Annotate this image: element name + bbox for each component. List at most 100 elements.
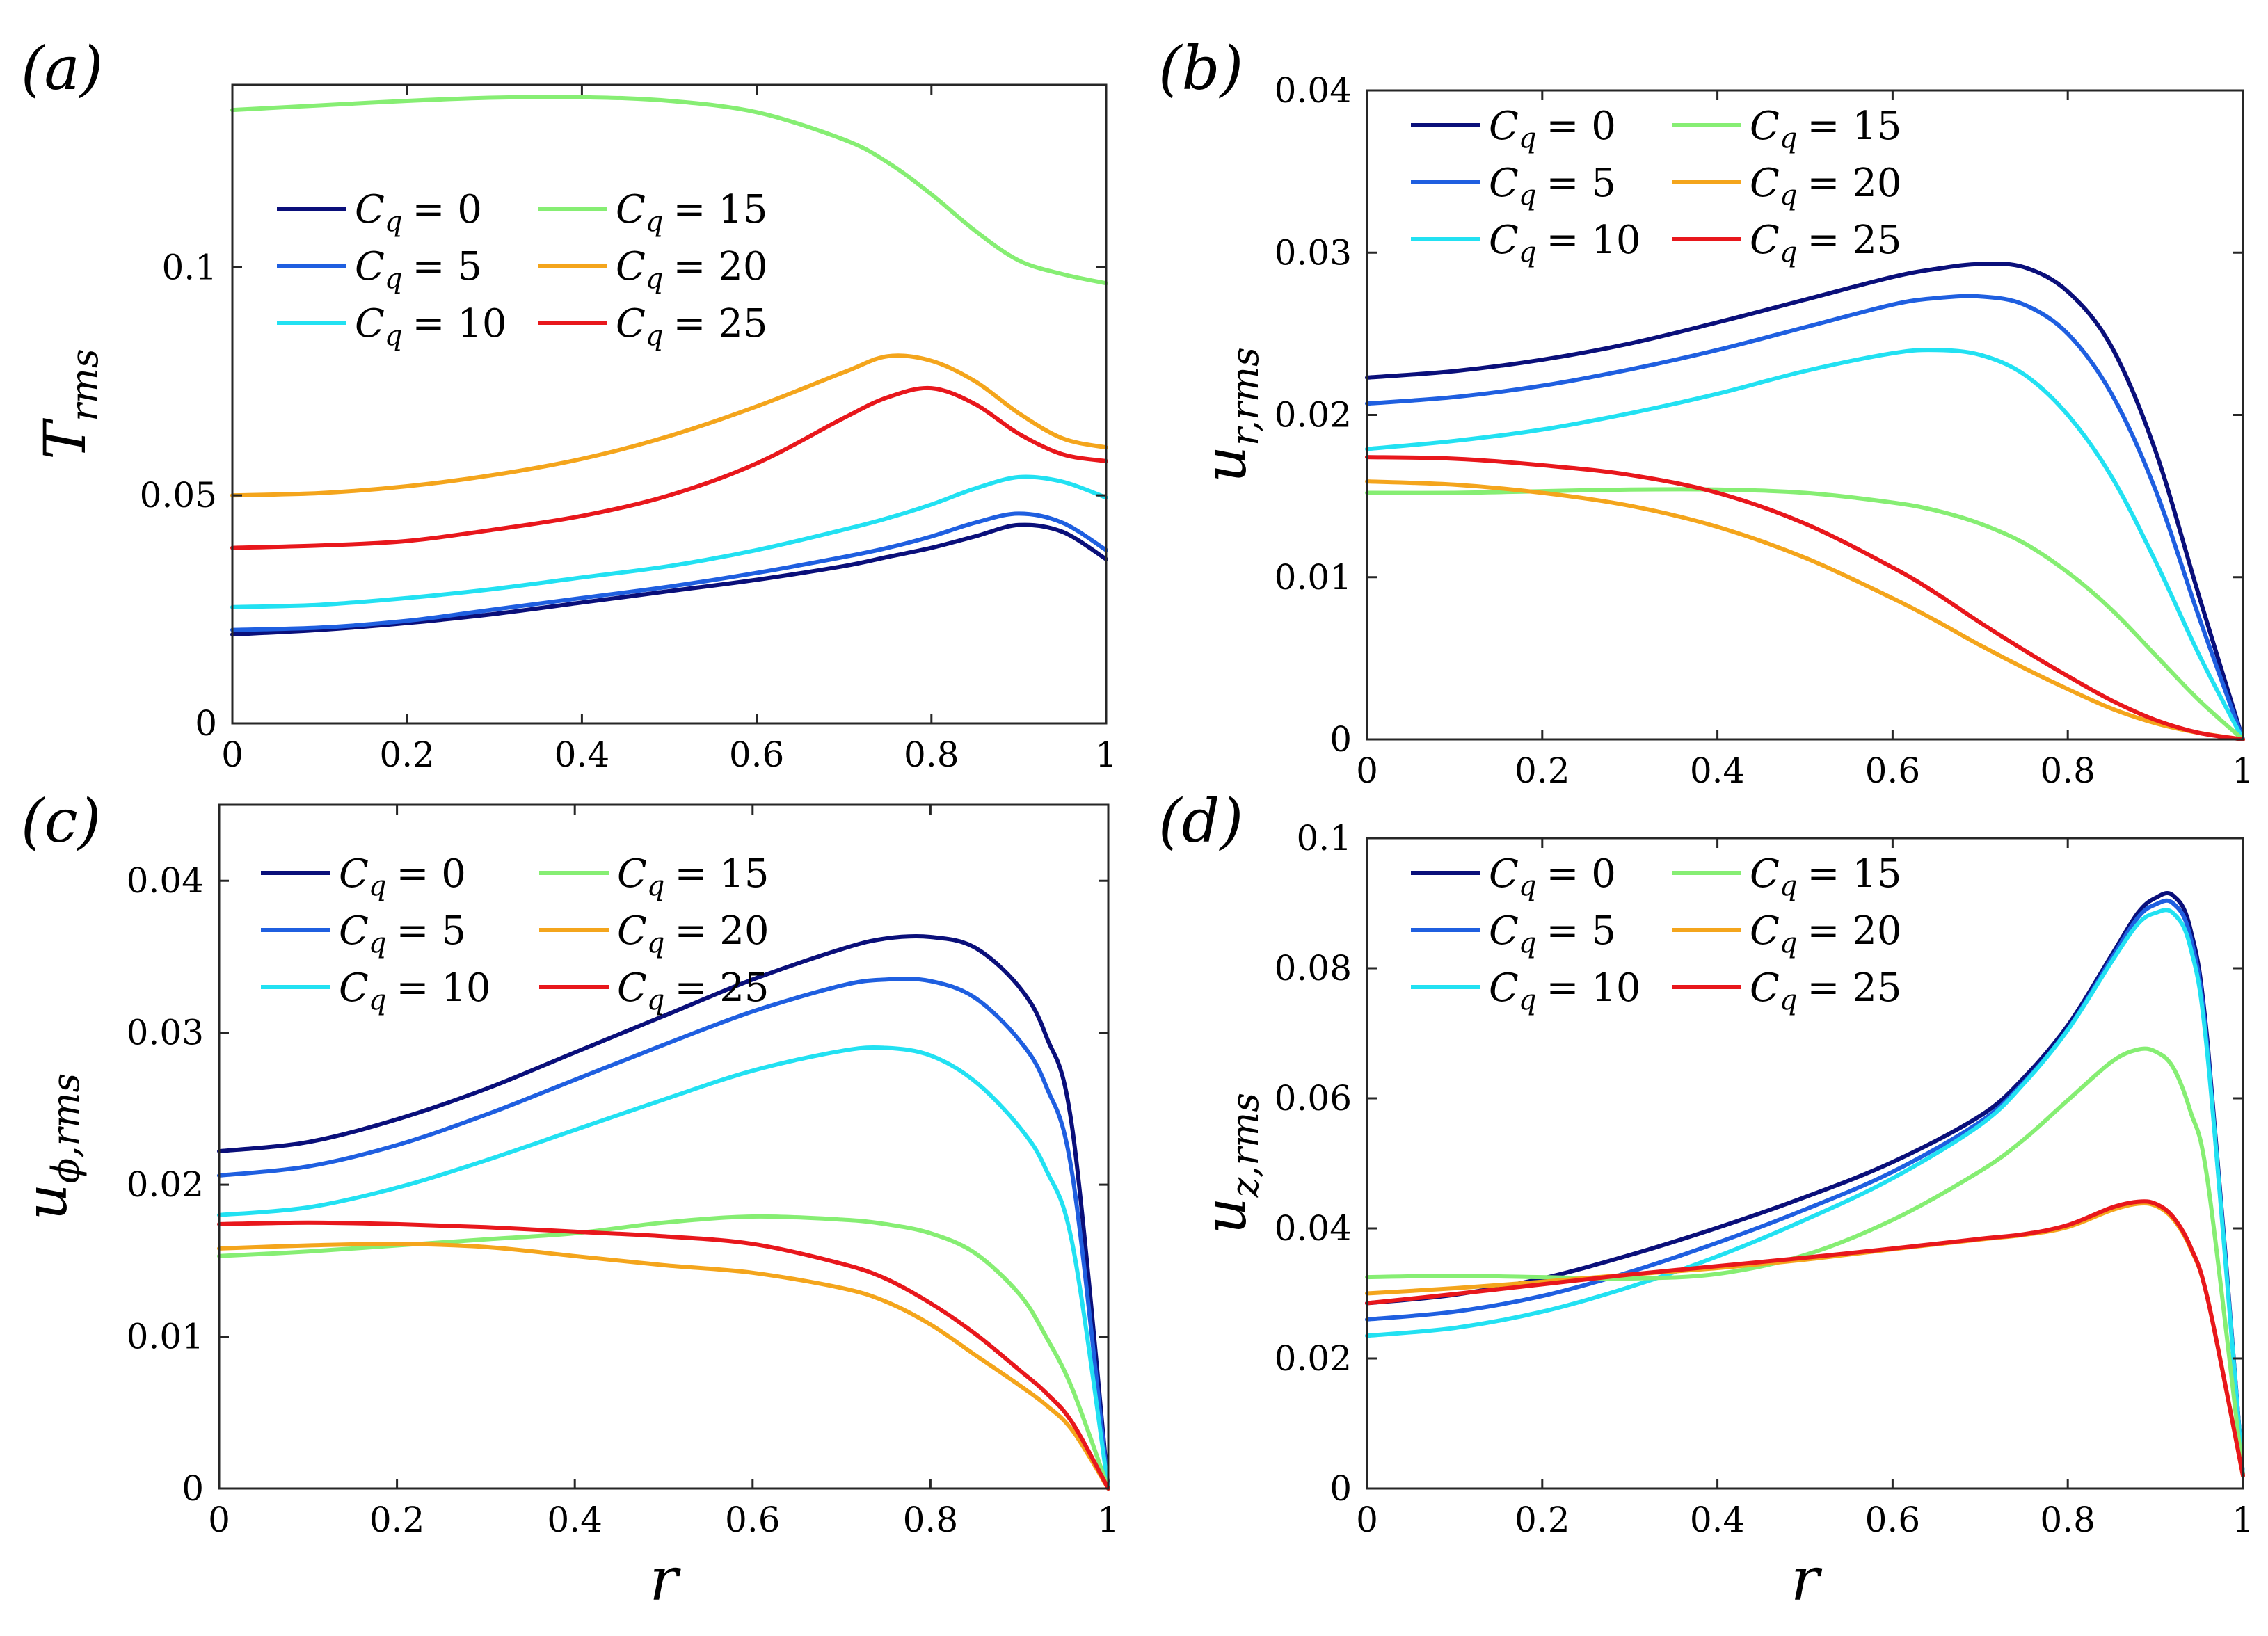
x-axis-label: r bbox=[1791, 1545, 1823, 1614]
y-tick-label: 0.02 bbox=[127, 1164, 204, 1205]
series-line-d-4 bbox=[1365, 1201, 2245, 1478]
series-line-d-5 bbox=[1365, 1199, 2245, 1478]
legend-entry: Cq = 0 bbox=[1489, 851, 1616, 902]
legend-entry: Cq = 5 bbox=[1489, 908, 1616, 959]
x-tick-label: 0.2 bbox=[1515, 751, 1570, 791]
series-line-a-3 bbox=[230, 95, 1108, 286]
legend-entry: Cq = 5 bbox=[1489, 161, 1616, 211]
x-tick-label: 0.2 bbox=[369, 1500, 425, 1540]
legend-entry: Cq = 5 bbox=[355, 244, 482, 295]
y-tick-label: 0.02 bbox=[1275, 395, 1352, 435]
legend-entry: Cq = 15 bbox=[616, 187, 767, 238]
series-line-c-0 bbox=[217, 933, 1110, 1491]
axes-frame bbox=[1366, 837, 2244, 1490]
series-line-b-4 bbox=[1365, 479, 2245, 741]
series-line-a-4 bbox=[230, 353, 1108, 498]
legend-entry: Cq = 10 bbox=[1489, 218, 1640, 268]
series-line-a-2 bbox=[230, 474, 1108, 609]
panel-label: (b) bbox=[1158, 34, 1243, 104]
series-line-c-4 bbox=[217, 1242, 1110, 1491]
legend-entry: Cq = 25 bbox=[616, 301, 767, 352]
x-tick-label: 0.2 bbox=[379, 735, 435, 775]
y-tick-label: 0.04 bbox=[1275, 1208, 1352, 1249]
y-tick-label: 0 bbox=[182, 1468, 204, 1509]
series-line-b-0 bbox=[1365, 262, 2245, 741]
y-tick-label: 0.03 bbox=[127, 1013, 204, 1053]
y-tick-label: 0.01 bbox=[127, 1317, 204, 1357]
y-tick-label: 0 bbox=[195, 703, 217, 744]
y-tick-label: 0.02 bbox=[1275, 1338, 1352, 1379]
series-line-b-5 bbox=[1365, 455, 2245, 741]
x-tick-label: 0.4 bbox=[1690, 751, 1746, 791]
y-axis-label: uz,rms bbox=[1193, 1093, 1267, 1234]
panel-label: (d) bbox=[1158, 787, 1243, 856]
y-axis-label: uϕ,rms bbox=[14, 1073, 88, 1221]
x-tick-label: 0 bbox=[1356, 751, 1378, 791]
y-tick-label: 0.04 bbox=[127, 860, 204, 901]
x-tick-label: 1 bbox=[2232, 751, 2254, 791]
y-tick-label: 0.08 bbox=[1275, 948, 1352, 988]
x-tick-label: 0 bbox=[1356, 1500, 1378, 1540]
x-tick-label: 0.2 bbox=[1515, 1500, 1570, 1540]
y-tick-label: 0.1 bbox=[1296, 818, 1352, 858]
y-tick-label: 0.1 bbox=[161, 247, 217, 287]
panel-d: 0 0.2 0.4 0.6 0.8 1 0 0.02 0.04 0.06 0.08 0.1 (d) uz,… bbox=[1158, 787, 2254, 1614]
x-tick-label: 0.8 bbox=[904, 735, 959, 775]
series-line-a-5 bbox=[230, 385, 1108, 550]
y-tick-label: 0 bbox=[1329, 1468, 1352, 1509]
series-line-a-1 bbox=[230, 511, 1108, 632]
legend: Cq = 0 Cq = 5 Cq = 10 Cq = 15 Cq = 20 Cq = 25 bbox=[1411, 104, 1901, 268]
series-line-c-5 bbox=[217, 1220, 1110, 1491]
y-tick-label: 0.06 bbox=[1275, 1078, 1352, 1118]
x-tick-label: 1 bbox=[1095, 735, 1117, 775]
series-line-c-1 bbox=[217, 977, 1110, 1491]
legend-entry: Cq = 25 bbox=[617, 965, 769, 1016]
legend: Cq = 0 Cq = 5 Cq = 10 Cq = 15 Cq = 20 Cq = 25 bbox=[1411, 851, 1901, 1016]
x-tick-label: 0 bbox=[208, 1500, 230, 1540]
x-tick-label: 0.6 bbox=[1865, 1500, 1921, 1540]
panel-c: 0 0.2 0.4 0.6 0.8 1 0 0.01 0.02 0.03 0.04 (c) uϕ,rms… bbox=[14, 787, 1119, 1614]
x-tick-label: 1 bbox=[2232, 1500, 2254, 1540]
x-tick-label: 0.6 bbox=[1865, 751, 1921, 791]
legend-entry: Cq = 20 bbox=[1750, 161, 1901, 211]
legend-entry: Cq = 15 bbox=[1750, 851, 1901, 902]
series-line-b-1 bbox=[1365, 294, 2245, 741]
y-tick-label: 0.05 bbox=[140, 475, 217, 515]
legend-entry: Cq = 15 bbox=[1750, 104, 1901, 154]
series-line-a-0 bbox=[230, 522, 1108, 637]
x-tick-label: 0.8 bbox=[2040, 1500, 2095, 1540]
y-axis-label: Trms bbox=[33, 348, 106, 459]
legend: Cq = 0 Cq = 5 Cq = 10 Cq = 15 Cq = 20 Cq = 25 bbox=[261, 851, 769, 1016]
legend: Cq = 0 Cq = 5 Cq = 10 Cq = 15 Cq = 20 Cq = 25 bbox=[277, 187, 767, 352]
legend-entry: Cq = 25 bbox=[1750, 965, 1901, 1016]
legend-entry: Cq = 10 bbox=[1489, 965, 1640, 1016]
x-tick-label: 0.6 bbox=[729, 735, 785, 775]
legend-entry: Cq = 10 bbox=[355, 301, 506, 352]
y-tick-label: 0.03 bbox=[1275, 232, 1352, 273]
x-tick-label: 0.4 bbox=[1690, 1500, 1746, 1540]
y-tick-label: 0 bbox=[1329, 719, 1352, 760]
axes-frame bbox=[231, 83, 1108, 725]
legend-entry: Cq = 10 bbox=[339, 965, 490, 1016]
series-line-d-2 bbox=[1365, 908, 2245, 1478]
legend-entry: Cq = 0 bbox=[355, 187, 482, 238]
x-tick-label: 0.8 bbox=[903, 1500, 959, 1540]
legend-entry: Cq = 0 bbox=[1489, 104, 1616, 154]
x-tick-label: 0.8 bbox=[2040, 751, 2095, 791]
legend-entry: Cq = 20 bbox=[617, 908, 769, 959]
x-tick-label: 0 bbox=[221, 735, 243, 775]
legend-entry: Cq = 0 bbox=[339, 851, 466, 902]
x-tick-label: 0.4 bbox=[547, 1500, 602, 1540]
series-line-c-2 bbox=[217, 1045, 1110, 1491]
series-line-d-3 bbox=[1365, 1046, 2245, 1478]
x-tick-label: 0.6 bbox=[725, 1500, 781, 1540]
x-tick-label: 1 bbox=[1097, 1500, 1119, 1540]
panel-label: (c) bbox=[21, 787, 101, 856]
axes-frame bbox=[218, 803, 1110, 1490]
panel-b: 0 0.2 0.4 0.6 0.8 1 0 0.01 0.02 0.03 0.04 (b) ur,rms… bbox=[1158, 34, 2254, 791]
legend-entry: Cq = 15 bbox=[617, 851, 769, 902]
legend-entry: Cq = 25 bbox=[1750, 218, 1901, 268]
legend-entry: Cq = 5 bbox=[339, 908, 466, 959]
